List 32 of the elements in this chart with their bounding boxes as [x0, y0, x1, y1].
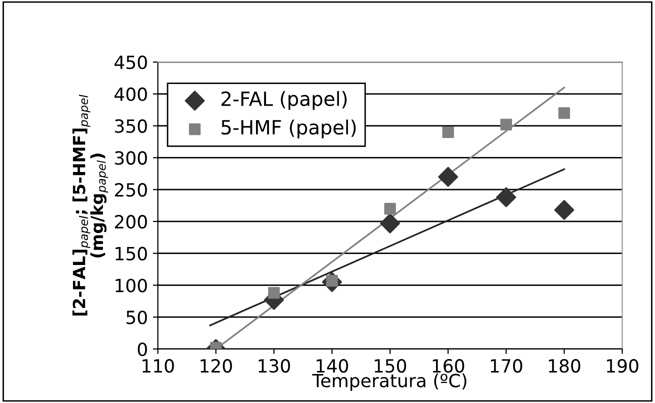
- x-tick-label: 140: [316, 359, 348, 373]
- point: [268, 287, 280, 299]
- point: [438, 166, 458, 187]
- x-tick-label: 150: [374, 359, 406, 373]
- y-tick-label: 0: [138, 342, 147, 356]
- y-tick-label: 200: [114, 214, 147, 229]
- x-tick-label: 110: [142, 359, 174, 373]
- y-tick-label: 300: [115, 151, 147, 165]
- x-tick-label: 190: [607, 359, 638, 373]
- legend-label: 5-HMF (papel): [222, 120, 356, 138]
- x-axis-title: Temperatura (ºC): [312, 373, 466, 391]
- y-tick-label: 350: [115, 119, 147, 133]
- point: [380, 213, 400, 234]
- point: [384, 202, 396, 215]
- y-tick-label: 50: [126, 310, 147, 324]
- y-tick-label: 250: [114, 183, 147, 197]
- x-tick-label: 180: [548, 359, 580, 373]
- point: [442, 126, 454, 138]
- point: [496, 187, 516, 208]
- point: [554, 200, 574, 220]
- x-tick-label: 120: [200, 359, 232, 373]
- x-tick-label: 170: [490, 359, 522, 373]
- text: [2-FAL]$_{papel}$; [5-HMF]$_{papel}$ (mg/kg$_{papel}$): [72, 94, 108, 316]
- y-tick-label: 400: [114, 87, 147, 102]
- x-tick-label: 130: [258, 359, 290, 373]
- legend-label: 2-FAL (papel): [222, 91, 347, 110]
- y-tick-label: 450: [114, 56, 147, 70]
- point: [558, 107, 570, 119]
- y-tick-label: 100: [116, 278, 147, 292]
- y-tick-label: 150: [116, 246, 147, 260]
- x-tick-label: 160: [432, 359, 464, 373]
- point: [500, 118, 512, 130]
